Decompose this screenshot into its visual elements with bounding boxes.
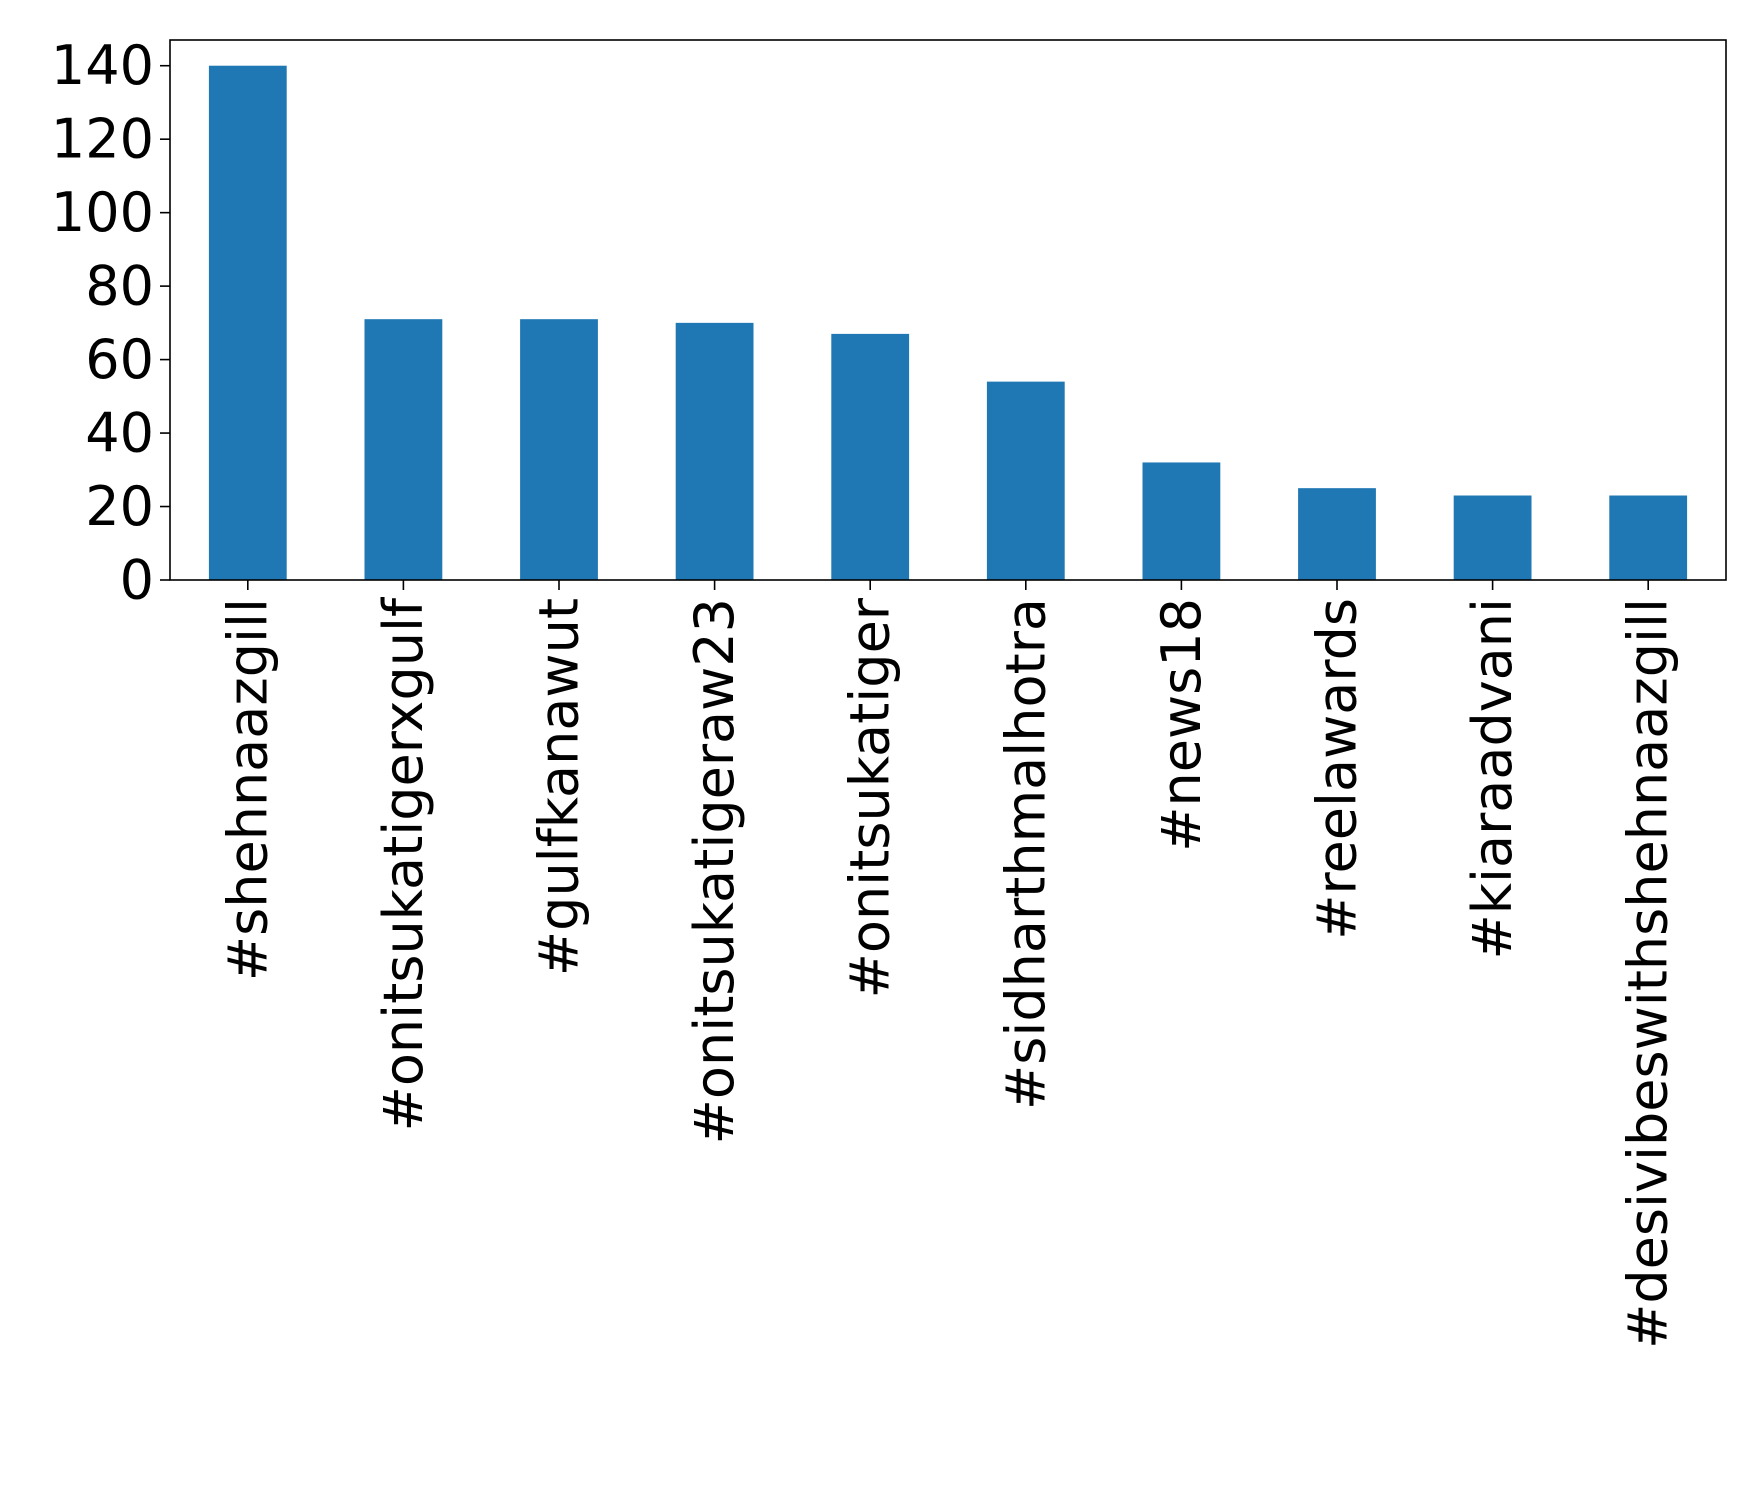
x-tick-label: #reelawards — [1306, 598, 1369, 940]
bar — [208, 65, 287, 580]
y-tick-label: 120 — [51, 108, 154, 171]
bar — [520, 319, 598, 580]
y-tick-label: 60 — [85, 328, 154, 391]
bar — [1142, 462, 1221, 580]
y-tick-label: 20 — [85, 475, 154, 538]
bars-group — [208, 65, 1688, 580]
bar — [364, 319, 443, 580]
bar — [675, 322, 754, 580]
y-axis: 0 20 40 60 80 100 120 140 — [51, 34, 170, 612]
x-tick-label: #desivibeswithshehnaazgill — [1617, 598, 1680, 1349]
y-tick-label: 0 — [120, 549, 154, 612]
bar — [831, 333, 910, 580]
bar — [1298, 488, 1376, 580]
x-tick-label: #news18 — [1150, 598, 1213, 852]
plot-frame — [169, 39, 1727, 581]
x-tick-label: #kiaraadvani — [1461, 598, 1524, 960]
x-tick-label: #sidharthmalhotra — [994, 598, 1057, 1110]
bar — [1609, 495, 1688, 580]
x-tick-label: #shehnaazgill — [216, 598, 279, 981]
x-tick-label: #onitsukatigeraw23 — [683, 598, 746, 1144]
bar — [1453, 495, 1532, 580]
x-axis: #shehnaazgill #onitsukatigerxgulf #gulfkan… — [216, 580, 1680, 1349]
y-tick-label: 80 — [85, 255, 154, 318]
y-tick-label: 40 — [85, 402, 154, 465]
y-tick-label: 140 — [51, 34, 154, 97]
bar — [986, 381, 1065, 580]
x-tick-label: #onitsukatiger — [839, 597, 902, 998]
x-tick-label: #onitsukatigerxgulf — [372, 596, 435, 1131]
y-tick-label: 100 — [51, 181, 154, 244]
x-tick-label: #gulfkanawut — [528, 598, 591, 976]
